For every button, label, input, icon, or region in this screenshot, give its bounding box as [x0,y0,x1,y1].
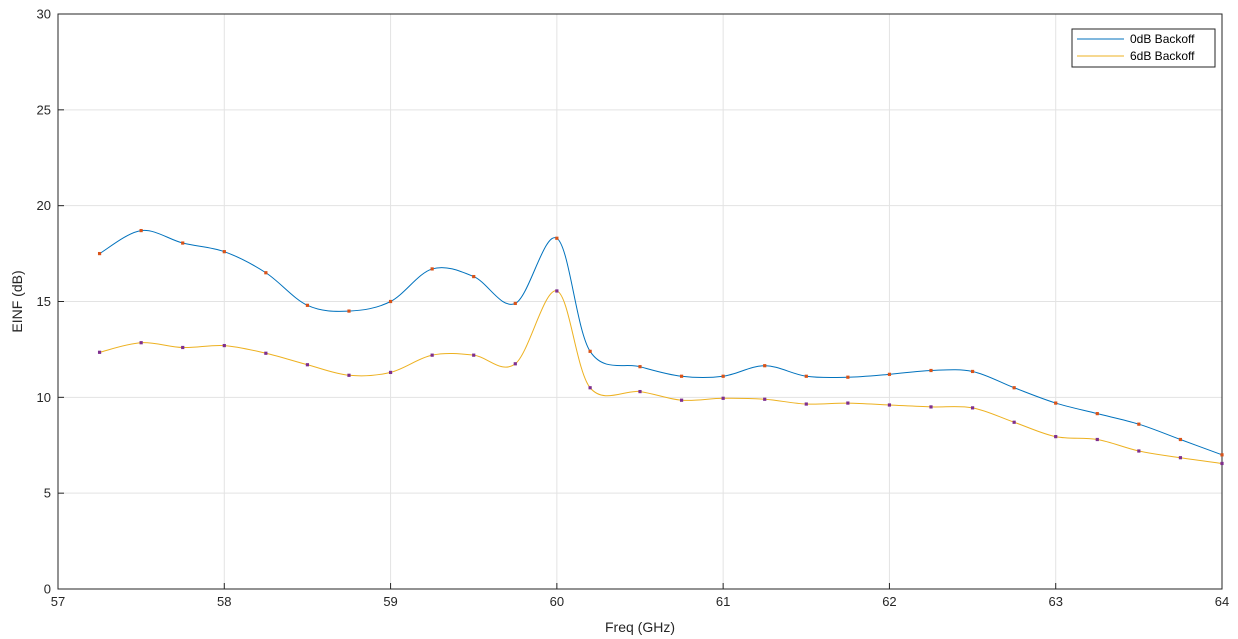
data-point-0db-backoff-60-2 [588,349,592,353]
data-point-6db-backoff-59-75 [513,362,517,366]
y-tick-label-10: 10 [37,390,51,405]
x-tick-label-57: 57 [51,594,65,609]
x-tick-label-61: 61 [716,594,730,609]
y-tick-label-0: 0 [44,582,51,597]
data-point-6db-backoff-62-75 [1012,420,1016,424]
data-point-0db-backoff-63-75 [1178,437,1183,442]
legend-label-0db-backoff: 0dB Backoff [1130,32,1195,46]
y-axis-ticks: 0 5 10 15 20 25 30 [37,7,64,597]
data-point-6db-backoff-60-2 [588,386,592,390]
grid-lines [58,14,1222,589]
data-point-6db-backoff-61-75 [846,401,850,405]
data-point-0db-backoff-59-5 [472,274,476,279]
data-point-6db-backoff-61 [721,396,725,400]
data-point-0db-backoff-58-5 [305,303,310,307]
y-tick-label-20: 20 [37,198,51,213]
y-tick-label-30: 30 [37,7,51,22]
data-point-6db-backoff-61-5 [804,402,808,406]
data-point-0db-backoff-57-75 [181,241,185,245]
data-point-0db-backoff-62-75 [1012,386,1016,390]
data-point-6db-backoff-61-25 [763,397,767,401]
data-point-6db-backoff-57-5 [139,341,143,345]
x-tick-label-63: 63 [1048,594,1062,609]
data-point-0db-backoff-61-75 [846,375,850,379]
legend-label-6db-backoff: 6dB Backoff [1130,49,1195,63]
data-point-6db-backoff-60-75 [679,398,684,402]
data-point-0db-backoff-57-25 [97,251,102,256]
data-point-0db-backoff-62 [887,372,892,376]
x-tick-label-64: 64 [1215,594,1229,609]
x-tick-label-59: 59 [383,594,397,609]
y-axis-label: EINF (dB) [9,270,25,332]
data-point-6db-backoff-60-5 [638,389,642,394]
y-tick-label-5: 5 [44,486,51,501]
data-point-0db-backoff-62-25 [929,368,933,373]
legend: 0dB Backoff 6dB Backoff [1071,28,1216,68]
data-point-0db-backoff-59-25 [430,267,434,271]
series-line-0db-backoff [99,229,1223,456]
data-point-0db-backoff-58-25 [264,271,268,275]
data-point-6db-backoff-58-5 [305,363,310,367]
data-point-6db-backoff-60 [555,289,559,293]
data-point-0db-backoff-63-5 [1137,422,1141,426]
x-tick-label-62: 62 [882,594,896,609]
x-tick-label-58: 58 [217,594,231,609]
data-point-6db-backoff-57-25 [97,350,102,354]
data-point-0db-backoff-64 [1220,453,1224,457]
data-point-0db-backoff-63 [1054,401,1058,405]
x-axis-ticks: 57 58 59 60 61 62 63 64 [51,583,1229,609]
data-point-6db-backoff-64 [1220,461,1224,466]
data-point-0db-backoff-58 [222,250,226,254]
data-point-0db-backoff-58-75 [347,309,351,313]
data-point-6db-backoff-62-25 [929,405,933,409]
data-point-0db-backoff-59 [388,299,393,304]
data-point-6db-backoff-63-25 [1095,437,1099,442]
series-lines [99,229,1223,464]
data-point-6db-backoff-58-25 [264,351,268,355]
x-tick-label-60: 60 [550,594,564,609]
y-tick-label-15: 15 [37,294,51,309]
data-point-6db-backoff-63-5 [1137,449,1141,453]
data-point-0db-backoff-61-5 [804,374,808,378]
data-point-0db-backoff-61-25 [763,364,767,368]
x-axis-label: Freq (GHz) [605,619,675,635]
data-point-6db-backoff-58 [222,343,226,348]
data-point-0db-backoff-60-5 [638,365,642,369]
data-point-0db-backoff-63-25 [1095,412,1099,416]
series-line-6db-backoff [99,290,1223,464]
data-point-6db-backoff-63-75 [1178,456,1183,460]
data-point-0db-backoff-60-75 [679,374,684,378]
data-point-6db-backoff-58-75 [347,373,351,377]
data-point-0db-backoff-57-5 [139,228,143,233]
legend-box [1071,28,1216,68]
data-point-6db-backoff-59-25 [430,353,434,357]
y-tick-label-25: 25 [37,102,51,117]
data-point-0db-backoff-60 [555,236,559,240]
data-point-0db-backoff-61 [721,374,725,378]
data-point-6db-backoff-62-5 [970,406,975,410]
data-point-0db-backoff-62-5 [970,369,975,374]
data-point-6db-backoff-57-75 [181,345,185,350]
data-markers [97,228,1224,466]
data-point-6db-backoff-59-5 [472,353,476,357]
data-point-6db-backoff-59 [388,370,393,375]
data-point-6db-backoff-63 [1054,435,1058,439]
data-point-0db-backoff-59-75 [513,301,517,306]
data-point-6db-backoff-62 [887,403,892,407]
